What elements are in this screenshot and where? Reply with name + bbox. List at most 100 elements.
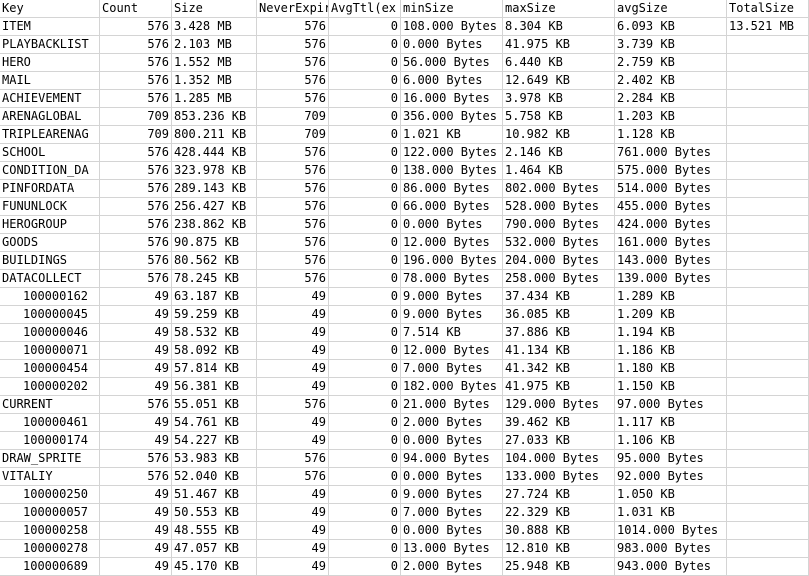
cell-count[interactable]: 576 [100, 198, 172, 216]
cell-key[interactable]: CONDITION_DA [0, 162, 100, 180]
cell-avg-size[interactable]: 97.000 Bytes [615, 396, 727, 414]
cell-size[interactable]: 54.227 KB [172, 432, 257, 450]
cell-key[interactable]: 100000045 [0, 306, 100, 324]
header-count[interactable]: Count [100, 0, 172, 18]
cell-min-size[interactable]: 56.000 Bytes [401, 54, 503, 72]
cell-never-expire[interactable]: 49 [257, 558, 329, 576]
cell-avg-size[interactable]: 2.759 KB [615, 54, 727, 72]
cell-count[interactable]: 49 [100, 522, 172, 540]
cell-count[interactable]: 49 [100, 306, 172, 324]
cell-min-size[interactable]: 6.000 Bytes [401, 72, 503, 90]
cell-avg-size[interactable]: 1.203 KB [615, 108, 727, 126]
cell-avg-ttl[interactable]: 0 [329, 72, 401, 90]
cell-never-expire[interactable]: 49 [257, 306, 329, 324]
cell-max-size[interactable]: 37.886 KB [503, 324, 615, 342]
cell-min-size[interactable]: 0.000 Bytes [401, 36, 503, 54]
cell-count[interactable]: 49 [100, 288, 172, 306]
cell-size[interactable]: 78.245 KB [172, 270, 257, 288]
cell-key[interactable]: 100000461 [0, 414, 100, 432]
cell-count[interactable]: 576 [100, 180, 172, 198]
cell-avg-ttl[interactable]: 0 [329, 144, 401, 162]
cell-total-size[interactable] [727, 180, 809, 198]
cell-avg-size[interactable]: 92.000 Bytes [615, 468, 727, 486]
cell-key[interactable]: DATACOLLECT [0, 270, 100, 288]
cell-avg-ttl[interactable]: 0 [329, 396, 401, 414]
cell-key[interactable]: 100000071 [0, 342, 100, 360]
cell-avg-size[interactable]: 2.284 KB [615, 90, 727, 108]
cell-min-size[interactable]: 122.000 Bytes [401, 144, 503, 162]
cell-avg-ttl[interactable]: 0 [329, 36, 401, 54]
header-avg-size[interactable]: avgSize [615, 0, 727, 18]
cell-max-size[interactable]: 1.464 KB [503, 162, 615, 180]
cell-avg-ttl[interactable]: 0 [329, 288, 401, 306]
cell-avg-ttl[interactable]: 0 [329, 558, 401, 576]
cell-size[interactable]: 53.983 KB [172, 450, 257, 468]
cell-avg-ttl[interactable]: 0 [329, 504, 401, 522]
header-avg-ttl[interactable]: AvgTtl(ex [329, 0, 401, 18]
cell-count[interactable]: 49 [100, 558, 172, 576]
cell-key[interactable]: FUNUNLOCK [0, 198, 100, 216]
cell-avg-ttl[interactable]: 0 [329, 18, 401, 36]
cell-never-expire[interactable]: 49 [257, 432, 329, 450]
cell-avg-size[interactable]: 1.106 KB [615, 432, 727, 450]
cell-min-size[interactable]: 138.000 Bytes [401, 162, 503, 180]
cell-total-size[interactable] [727, 162, 809, 180]
cell-key[interactable]: BUILDINGS [0, 252, 100, 270]
cell-avg-ttl[interactable]: 0 [329, 234, 401, 252]
cell-avg-size[interactable]: 161.000 Bytes [615, 234, 727, 252]
cell-max-size[interactable]: 41.134 KB [503, 342, 615, 360]
cell-count[interactable]: 576 [100, 36, 172, 54]
cell-count[interactable]: 576 [100, 450, 172, 468]
cell-avg-ttl[interactable]: 0 [329, 540, 401, 558]
cell-key[interactable]: SCHOOL [0, 144, 100, 162]
cell-size[interactable]: 52.040 KB [172, 468, 257, 486]
cell-max-size[interactable]: 37.434 KB [503, 288, 615, 306]
cell-avg-ttl[interactable]: 0 [329, 342, 401, 360]
cell-key[interactable]: CURRENT [0, 396, 100, 414]
cell-size[interactable]: 80.562 KB [172, 252, 257, 270]
cell-size[interactable]: 2.103 MB [172, 36, 257, 54]
header-size[interactable]: Size [172, 0, 257, 18]
cell-size[interactable]: 47.057 KB [172, 540, 257, 558]
cell-total-size[interactable] [727, 36, 809, 54]
cell-key[interactable]: HERO [0, 54, 100, 72]
cell-size[interactable]: 1.285 MB [172, 90, 257, 108]
cell-total-size[interactable] [727, 486, 809, 504]
cell-never-expire[interactable]: 49 [257, 342, 329, 360]
cell-avg-ttl[interactable]: 0 [329, 522, 401, 540]
cell-avg-size[interactable]: 1.209 KB [615, 306, 727, 324]
cell-max-size[interactable]: 3.978 KB [503, 90, 615, 108]
cell-size[interactable]: 256.427 KB [172, 198, 257, 216]
cell-max-size[interactable]: 104.000 Bytes [503, 450, 615, 468]
cell-min-size[interactable]: 7.000 Bytes [401, 504, 503, 522]
cell-min-size[interactable]: 12.000 Bytes [401, 234, 503, 252]
cell-size[interactable]: 323.978 KB [172, 162, 257, 180]
cell-total-size[interactable] [727, 234, 809, 252]
cell-count[interactable]: 576 [100, 54, 172, 72]
cell-key[interactable]: ARENAGLOBAL [0, 108, 100, 126]
cell-max-size[interactable]: 39.462 KB [503, 414, 615, 432]
cell-size[interactable]: 428.444 KB [172, 144, 257, 162]
cell-avg-size[interactable]: 761.000 Bytes [615, 144, 727, 162]
cell-key[interactable]: 100000057 [0, 504, 100, 522]
cell-count[interactable]: 49 [100, 414, 172, 432]
cell-total-size[interactable] [727, 90, 809, 108]
cell-size[interactable]: 58.532 KB [172, 324, 257, 342]
cell-total-size[interactable] [727, 504, 809, 522]
cell-count[interactable]: 576 [100, 270, 172, 288]
cell-avg-ttl[interactable]: 0 [329, 486, 401, 504]
cell-avg-ttl[interactable]: 0 [329, 126, 401, 144]
cell-count[interactable]: 49 [100, 378, 172, 396]
cell-avg-ttl[interactable]: 0 [329, 414, 401, 432]
cell-never-expire[interactable]: 576 [257, 450, 329, 468]
cell-total-size[interactable]: 13.521 MB [727, 18, 809, 36]
cell-total-size[interactable] [727, 216, 809, 234]
cell-max-size[interactable]: 8.304 KB [503, 18, 615, 36]
cell-avg-ttl[interactable]: 0 [329, 378, 401, 396]
cell-size[interactable]: 45.170 KB [172, 558, 257, 576]
cell-key[interactable]: 100000278 [0, 540, 100, 558]
cell-max-size[interactable]: 36.085 KB [503, 306, 615, 324]
cell-size[interactable]: 55.051 KB [172, 396, 257, 414]
cell-avg-ttl[interactable]: 0 [329, 180, 401, 198]
cell-min-size[interactable]: 7.000 Bytes [401, 360, 503, 378]
